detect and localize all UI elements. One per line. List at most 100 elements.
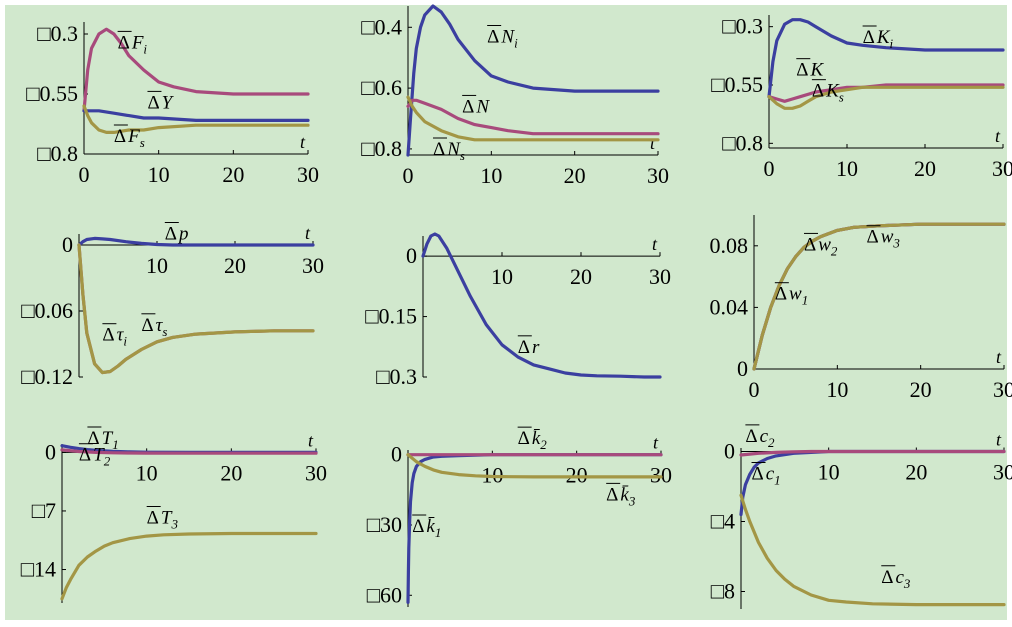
x-tick-label: 0 [764,156,775,181]
x-axis-label: t [653,433,659,453]
x-tick-label: 10 [136,460,158,485]
series-line [60,531,318,601]
y-tick-label: □0.12 [21,364,73,389]
x-axis-label: t [652,234,658,254]
y-tick-label: □7 [32,498,56,523]
x-tick-label: 30 [647,163,669,188]
y-tick-label: □0.8 [361,136,402,161]
series-line [752,222,1006,371]
y-tick-label: 0 [62,232,73,257]
x-tick-label: 20 [905,460,927,485]
x-tick-label: 20 [910,377,932,402]
chart-panel-middle-right: 0 10 20 30 0 0.04 0.08 t Δ w1 Δ w2 Δ w3 [710,215,1012,402]
series-line [77,236,315,247]
y-tick-label: □0.15 [365,304,417,329]
y-tick-label: □0.6 [361,75,402,100]
x-tick-label: 20 [566,463,588,488]
x-tick-label: 30 [649,264,671,289]
x-tick-label: 10 [826,377,848,402]
y-tick-label: □14 [21,557,56,582]
x-tick-label: 20 [564,163,586,188]
x-tick-label: 0 [79,162,90,187]
y-tick-label: □0.55 [711,72,763,97]
x-tick-label: 30 [993,460,1012,485]
chart-panel-bottom-right: 10 20 30 0 □4 □8 t Δ c2 Δ c1 Δ c3 [711,424,1012,609]
figure-background [5,5,1007,620]
y-tick-label: 0 [45,439,56,464]
y-tick-label: □0.55 [26,81,78,106]
chart-panel-top-left: 0 10 20 30 □0.3 □0.55 □0.8 t Δ Fi Δ YΔ Fs [26,21,319,187]
x-tick-label: 30 [993,377,1012,402]
series-line [767,18,1005,99]
y-tick-label: □0.4 [361,14,402,39]
curve-label: Δ Ns [433,139,465,163]
x-axis-label: t [996,347,1002,367]
y-tick-label: □8 [711,579,735,604]
x-tick-label: 10 [818,460,840,485]
chart-panel-top-right: 0 10 20 30 □0.3 □0.55 □0.8 t Δ Ki Δ KΔ Ks [711,14,1012,181]
y-tick-label: 0 [724,439,735,464]
series-line [739,449,1006,457]
y-tick-label: □0.8 [37,141,78,166]
x-tick-label: 30 [297,162,319,187]
series-line [406,98,660,136]
series-line [739,493,1006,607]
series-line [406,4,660,157]
y-tick-label: □0.3 [722,14,763,39]
x-tick-label: 30 [302,253,324,278]
curve-label: Δ T3 [147,508,179,532]
y-tick-label: 0 [391,442,402,467]
x-tick-label: 10 [480,163,502,188]
series-line [767,85,1005,110]
x-tick-label: 10 [836,156,858,181]
y-tick-label: □60 [367,582,402,607]
curve-label: Δ Fi [118,32,148,56]
y-tick-label: □4 [711,509,735,534]
x-tick-label: 30 [992,156,1012,181]
series-line [421,232,662,379]
y-tick-label: □0.8 [722,130,763,155]
series-line [82,27,310,113]
x-axis-label: t [308,430,314,450]
x-tick-label: 20 [224,253,246,278]
y-tick-label: 0.04 [710,294,749,319]
y-tick-label: □0.3 [376,364,417,389]
x-tick-label: 10 [146,253,168,278]
y-tick-label: 0 [737,356,748,381]
x-tick-label: 10 [148,162,170,187]
x-axis-label: t [650,133,656,153]
x-tick-label: 20 [570,264,592,289]
y-tick-label: 0.08 [710,233,749,258]
y-tick-label: □0.06 [21,298,73,323]
series-line [77,243,315,375]
x-tick-label: 10 [491,264,513,289]
chart-panel-top-middle: 0 10 20 30 □0.4 □0.6 □0.8 t Δ Ni Δ N Δ Ns [361,4,669,188]
x-tick-label: 0 [749,377,760,402]
x-tick-label: 20 [914,156,936,181]
series-line [60,448,318,455]
curve-label: Δ Ks [812,81,844,105]
x-axis-label: t [300,132,306,152]
x-axis-label: t [305,223,311,243]
x-tick-label: 20 [222,162,244,187]
chart-panel-middle-center: 10 20 30 0 □0.15 □0.3 t Δ r [365,232,671,389]
x-tick-label: 30 [305,460,327,485]
curve-label: Δ Fs [114,126,145,150]
series-line [77,243,315,375]
